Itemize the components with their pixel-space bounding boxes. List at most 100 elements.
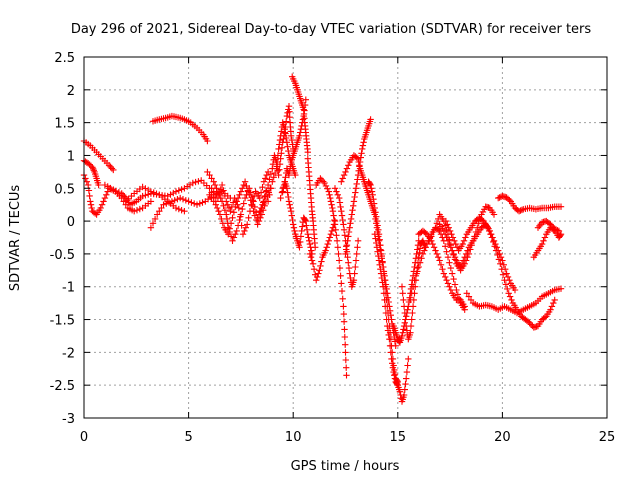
data-point	[327, 231, 335, 238]
data-point	[316, 267, 323, 274]
data-point	[285, 103, 293, 110]
data-point	[492, 247, 500, 254]
data-point	[403, 375, 410, 382]
data-point	[498, 266, 505, 273]
data-point	[348, 211, 355, 218]
data-point	[92, 210, 99, 217]
data-point	[446, 259, 453, 266]
y-tick-label: -2.5	[50, 379, 75, 394]
data-point	[325, 188, 332, 195]
y-tick-label: -1.5	[50, 314, 75, 329]
data-point	[377, 242, 384, 249]
data-point	[341, 333, 348, 341]
data-point	[557, 285, 565, 292]
data-point	[345, 264, 353, 272]
data-point	[212, 201, 219, 208]
axis-ticks: 0 5 10 15 20 25 -3 -2.5 -2 -1.5 -1 -0.5 0 0.5 1 1.5 2 2.5	[50, 51, 616, 445]
data-point	[332, 226, 339, 233]
data-point	[430, 244, 438, 251]
data-point	[275, 145, 282, 153]
data-point	[336, 257, 343, 264]
data-point	[189, 179, 196, 187]
data-point	[333, 188, 340, 195]
data-point	[322, 247, 329, 254]
data-point	[488, 234, 496, 241]
data-point	[352, 185, 360, 192]
data-point	[103, 191, 110, 198]
data-point	[318, 258, 325, 265]
data-point	[283, 112, 291, 120]
data-point	[381, 296, 388, 304]
data-point	[266, 191, 273, 198]
data-point	[538, 240, 546, 248]
data-point	[345, 162, 352, 169]
data-point	[279, 188, 286, 195]
data-point	[154, 211, 161, 218]
data-point	[281, 126, 288, 133]
data-point	[529, 322, 536, 330]
data-point	[87, 198, 94, 205]
data-point	[416, 249, 423, 256]
data-point	[354, 155, 362, 162]
data-point	[376, 261, 383, 268]
data-point	[547, 221, 554, 228]
data-point	[235, 204, 242, 212]
data-point	[349, 207, 356, 214]
data-point	[372, 209, 379, 216]
x-tick-label: 15	[390, 430, 407, 445]
data-point	[400, 296, 407, 304]
data-point	[339, 216, 346, 224]
data-point	[367, 181, 374, 189]
data-point	[288, 212, 295, 219]
data-point	[342, 349, 349, 356]
data-point	[373, 217, 381, 225]
data-point	[378, 274, 385, 282]
data-point	[450, 275, 457, 283]
data-point	[320, 178, 327, 185]
data-point	[302, 217, 309, 225]
data-point	[336, 264, 344, 272]
data-point	[352, 257, 360, 264]
data-point	[210, 178, 217, 185]
y-tick-label: -3	[62, 412, 75, 427]
data-point	[177, 194, 184, 202]
data-point	[211, 181, 219, 189]
data-point	[350, 198, 358, 205]
data-point	[150, 189, 157, 196]
data-point	[239, 185, 246, 192]
data-point	[255, 217, 263, 225]
data-point	[264, 198, 272, 205]
data-point	[442, 273, 449, 281]
data-point	[350, 202, 357, 209]
data-point	[290, 224, 298, 231]
data-point	[193, 201, 201, 208]
data-point	[243, 182, 250, 190]
data-point	[550, 299, 557, 307]
data-point	[296, 132, 303, 139]
data-point	[443, 277, 450, 284]
data-point	[225, 231, 232, 238]
data-point	[547, 306, 554, 313]
data-point	[444, 221, 451, 228]
data-point	[147, 224, 155, 231]
data-point	[330, 212, 337, 219]
data-point	[338, 212, 346, 219]
data-point	[416, 259, 424, 266]
data-point	[264, 181, 272, 189]
data-point	[258, 211, 265, 218]
data-point	[287, 208, 295, 215]
data-point	[380, 283, 387, 290]
data-point	[447, 244, 454, 251]
data-point	[199, 199, 206, 206]
data-point	[422, 244, 429, 251]
data-point	[283, 185, 291, 192]
data-point	[86, 161, 93, 168]
data-point	[256, 194, 263, 202]
data-point	[246, 208, 254, 215]
data-point	[105, 162, 113, 169]
data-point	[422, 229, 429, 237]
data-point	[356, 162, 363, 169]
data-point	[223, 215, 231, 223]
data-point	[373, 244, 381, 251]
